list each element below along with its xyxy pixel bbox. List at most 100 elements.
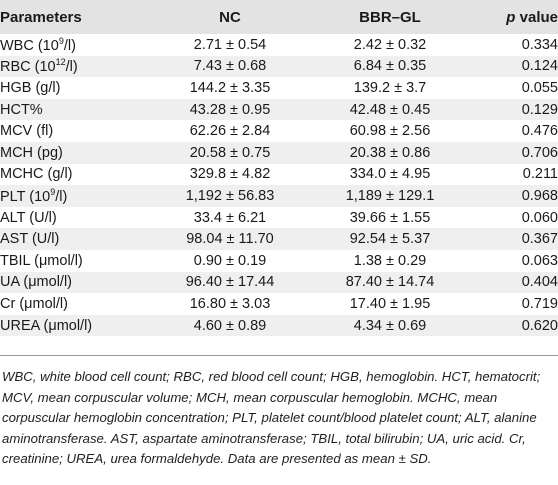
table-row: MCHC (g/l) 329.8 ± 4.82 334.0 ± 4.95 0.211 [0, 164, 558, 186]
cell-parameter: MCHC (g/l) [0, 164, 150, 186]
cell-parameter: UREA (μmol/l) [0, 315, 150, 337]
table-row: PLT (109/l) 1,192 ± 56.83 1,189 ± 129.1 0.9… [0, 185, 558, 207]
parameter-name: UA (μmol/l) [0, 274, 72, 291]
parameter-name: TBIL (μmol/l) [0, 252, 83, 269]
cell-parameter: PLT (109/l) [0, 185, 150, 207]
table-row: MCV (fl) 62.26 ± 2.84 60.98 ± 2.56 0.476 [0, 120, 558, 142]
cell-parameter: WBC (109/l) [0, 34, 150, 56]
cell-nc: 16.80 ± 3.03 [189, 295, 271, 312]
header-p-value: p value [470, 0, 558, 34]
table-row: RBC (1012/l) 7.43 ± 0.68 6.84 ± 0.35 0.124 [0, 55, 558, 78]
cell-nc: 20.58 ± 0.75 [189, 144, 271, 161]
cell-nc: 1,192 ± 56.83 [185, 187, 275, 204]
header-p-label: value [515, 8, 558, 26]
cell-bbr-gl: 6.84 ± 0.35 [353, 58, 427, 75]
cell-bbr-gl: 1.38 ± 0.29 [353, 252, 427, 269]
cell-bbr-gl: 39.66 ± 1.55 [349, 209, 431, 226]
header-bbr-gl: BBR–GL [359, 8, 421, 26]
cell-bbr-gl: 42.48 ± 0.45 [349, 101, 431, 118]
cell-parameter: UA (μmol/l) [0, 272, 150, 294]
parameter-name: ALT (U/l) [0, 209, 57, 226]
cell-bbr-gl: 60.98 ± 2.56 [349, 123, 431, 140]
cell-p-value: 0.055 [521, 79, 558, 96]
cell-p-value: 0.060 [521, 209, 558, 226]
cell-nc: 7.43 ± 0.68 [193, 58, 267, 75]
cell-nc: 62.26 ± 2.84 [189, 123, 271, 140]
table-row: WBC (109/l) 2.71 ± 0.54 2.42 ± 0.32 0.334 [0, 34, 558, 56]
table-header: Parameters NC BBR–GL p value [0, 0, 558, 34]
cell-p-value: 0.476 [521, 123, 558, 140]
parameter-name: MCHC (g/l) [0, 166, 73, 183]
cell-parameter: Cr (μmol/l) [0, 293, 150, 315]
parameter-name: MCH (pg) [0, 144, 63, 161]
cell-bbr-gl: 92.54 ± 5.37 [349, 231, 431, 248]
cell-p-value: 0.334 [521, 36, 558, 53]
cell-bbr-gl: 17.40 ± 1.95 [349, 295, 431, 312]
parameter-exponent: 9 [58, 35, 64, 46]
cell-nc: 4.60 ± 0.89 [193, 317, 267, 334]
table-row: HGB (g/l) 144.2 ± 3.35 139.2 ± 3.7 0.055 [0, 77, 558, 99]
cell-p-value: 0.620 [521, 317, 558, 334]
cell-nc: 0.90 ± 0.19 [193, 252, 267, 269]
blood-parameters-table: Parameters NC BBR–GL p value WBC (109/l)… [0, 0, 558, 337]
header-parameters: Parameters [0, 8, 82, 26]
parameter-name: HGB (g/l) [0, 79, 61, 96]
parameter-name: UREA (μmol/l) [0, 317, 93, 334]
cell-p-value: 0.124 [521, 58, 558, 75]
cell-parameter: TBIL (μmol/l) [0, 250, 150, 272]
parameter-name: HCT% [0, 101, 43, 118]
cell-bbr-gl: 87.40 ± 14.74 [345, 274, 435, 291]
table-footnote: WBC, white blood cell count; RBC, red bl… [2, 369, 541, 466]
table-row: AST (U/l) 98.04 ± 11.70 92.54 ± 5.37 0.367 [0, 228, 558, 250]
parameter-name: PLT (10 [0, 188, 51, 205]
cell-p-value: 0.129 [521, 101, 558, 118]
table-bottom-rule [0, 355, 558, 356]
parameter-name: WBC (10 [0, 37, 59, 54]
cell-parameter: ALT (U/l) [0, 207, 150, 229]
cell-p-value: 0.404 [521, 274, 558, 291]
parameter-exponent: 12 [55, 57, 66, 68]
table-header-row: Parameters NC BBR–GL p value [0, 0, 558, 34]
cell-parameter: HGB (g/l) [0, 77, 150, 99]
cell-nc: 98.04 ± 11.70 [186, 231, 274, 248]
cell-parameter: MCV (fl) [0, 120, 150, 142]
parameter-unit-tail: /l) [63, 37, 76, 54]
cell-nc: 33.4 ± 6.21 [193, 209, 267, 226]
cell-bbr-gl: 2.42 ± 0.32 [353, 36, 427, 53]
cell-nc: 43.28 ± 0.95 [189, 101, 271, 118]
cell-bbr-gl: 20.38 ± 0.86 [349, 144, 431, 161]
cell-nc: 96.40 ± 17.44 [185, 274, 275, 291]
cell-bbr-gl: 4.34 ± 0.69 [353, 317, 427, 334]
parameter-name: AST (U/l) [0, 231, 60, 248]
table-row: Cr (μmol/l) 16.80 ± 3.03 17.40 ± 1.95 0.719 [0, 293, 558, 315]
header-p-symbol: p [506, 8, 516, 26]
cell-parameter: AST (U/l) [0, 228, 150, 250]
parameter-exponent: 9 [50, 187, 56, 198]
table-row: MCH (pg) 20.58 ± 0.75 20.38 ± 0.86 0.706 [0, 141, 558, 164]
parameter-unit-tail: /l) [65, 59, 78, 76]
parameter-unit-tail: /l) [55, 188, 68, 205]
cell-nc: 2.71 ± 0.54 [193, 36, 267, 53]
cell-nc: 329.8 ± 4.82 [189, 166, 271, 183]
table-row: TBIL (μmol/l) 0.90 ± 0.19 1.38 ± 0.29 0.063 [0, 250, 558, 272]
cell-parameter: HCT% [0, 99, 150, 121]
cell-p-value: 0.211 [522, 166, 558, 183]
parameter-name: RBC (10 [0, 59, 56, 76]
header-nc: NC [219, 8, 241, 26]
cell-bbr-gl: 139.2 ± 3.7 [353, 79, 427, 96]
parameter-name: Cr (μmol/l) [0, 295, 68, 312]
parameter-name: MCV (fl) [0, 123, 54, 140]
cell-parameter: RBC (1012/l) [0, 56, 150, 78]
table-row: UA (μmol/l) 96.40 ± 17.44 87.40 ± 14.74 0.4… [0, 271, 558, 294]
table-row: HCT% 43.28 ± 0.95 42.48 ± 0.45 0.129 [0, 98, 558, 121]
cell-p-value: 0.968 [521, 187, 558, 204]
cell-nc: 144.2 ± 3.35 [189, 79, 271, 96]
table-row: ALT (U/l) 33.4 ± 6.21 39.66 ± 1.55 0.060 [0, 207, 558, 229]
table-row: UREA (μmol/l) 4.60 ± 0.89 4.34 ± 0.69 0.620 [0, 314, 558, 337]
cell-p-value: 0.719 [521, 295, 558, 312]
table-body: WBC (109/l) 2.71 ± 0.54 2.42 ± 0.32 0.334 RB… [0, 34, 558, 337]
cell-bbr-gl: 1,189 ± 129.1 [345, 187, 435, 204]
cell-p-value: 0.367 [521, 231, 558, 248]
cell-p-value: 0.063 [521, 252, 558, 269]
